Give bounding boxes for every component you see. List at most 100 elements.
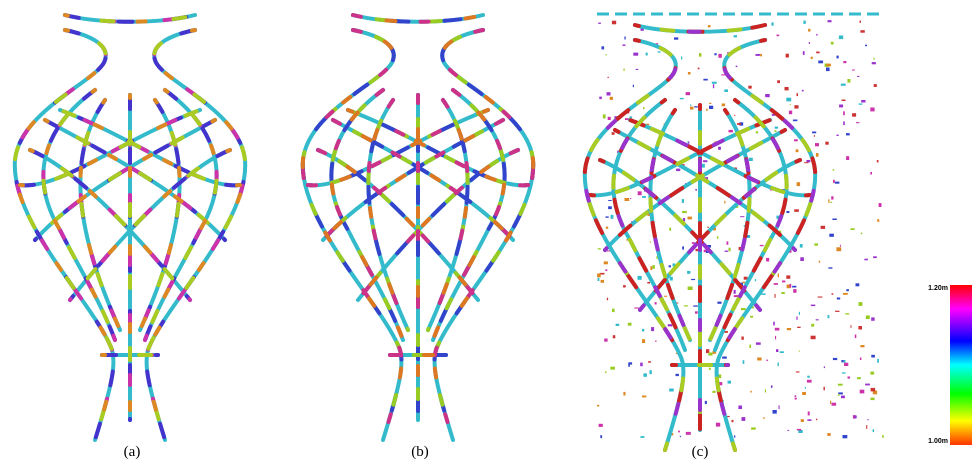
- noise-speck: [734, 115, 735, 116]
- noise-speck: [633, 85, 634, 87]
- noise-speck: [676, 169, 680, 172]
- noise-speck: [682, 246, 684, 249]
- noise-speck: [846, 289, 849, 291]
- noise-speck: [830, 401, 831, 404]
- noise-speck: [816, 153, 819, 157]
- noise-speck: [648, 361, 651, 363]
- noise-speck: [600, 435, 602, 438]
- noise-speck: [669, 389, 674, 392]
- noise-speck: [606, 216, 609, 217]
- noise-speck: [670, 277, 673, 281]
- noise-speck: [773, 322, 775, 326]
- noise-speck: [807, 380, 812, 383]
- noise-speck: [717, 236, 719, 239]
- noise-speck: [714, 53, 716, 55]
- noise-speck: [781, 292, 784, 294]
- noise-speck: [818, 61, 823, 64]
- noise-speck: [860, 30, 864, 33]
- noise-speck: [740, 216, 744, 217]
- noise-speck: [658, 51, 661, 52]
- noise-speck: [837, 298, 840, 300]
- noise-speck: [790, 284, 792, 288]
- noise-speck: [802, 392, 806, 395]
- noise-speck: [794, 105, 798, 108]
- noise-speck: [861, 233, 863, 235]
- noise-speck: [831, 42, 834, 45]
- noise-speck: [874, 84, 877, 87]
- noise-speck: [643, 373, 647, 376]
- noise-speck: [779, 405, 780, 409]
- noise-speck: [725, 251, 729, 252]
- noise-speck: [798, 430, 802, 433]
- noise-speck: [858, 326, 862, 330]
- noise-speck: [608, 200, 611, 201]
- noise-speck: [634, 308, 639, 309]
- colorbar: 1.20m 1.00m: [928, 285, 972, 445]
- noise-speck: [844, 363, 848, 366]
- noise-speck: [703, 79, 707, 81]
- noise-speck: [741, 337, 743, 340]
- noise-speck: [835, 182, 840, 184]
- noise-speck: [717, 302, 721, 304]
- noise-speck: [814, 135, 815, 137]
- noise-speck: [804, 162, 808, 163]
- noise-speck: [612, 21, 616, 25]
- noise-speck: [669, 228, 671, 231]
- noise-speck: [775, 328, 780, 331]
- noise-speck: [690, 107, 693, 110]
- noise-speck: [839, 36, 843, 40]
- noise-speck: [838, 384, 843, 386]
- noise-speck: [734, 290, 736, 294]
- noise-speck: [756, 131, 758, 133]
- noise-speck: [602, 46, 605, 49]
- noise-speck: [771, 386, 772, 387]
- noise-speck: [633, 53, 638, 56]
- noise-speck: [718, 54, 721, 58]
- noise-speck: [749, 158, 753, 161]
- noise-speck: [642, 196, 646, 198]
- noise-speck: [682, 211, 687, 213]
- noise-speck: [668, 324, 673, 326]
- noise-speck: [599, 97, 602, 100]
- colorbar-bottom-label: 1.00m: [928, 438, 948, 445]
- noise-speck: [797, 93, 799, 96]
- noise-speck: [786, 211, 789, 213]
- noise-speck: [871, 388, 876, 392]
- noise-speck: [837, 56, 839, 59]
- noise-speck: [860, 358, 862, 361]
- noise-speck: [825, 142, 828, 145]
- noise-speck: [877, 219, 879, 222]
- noise-speck: [610, 367, 615, 370]
- noise-speck: [818, 297, 823, 298]
- noise-speck: [640, 363, 643, 367]
- noise-speck: [832, 403, 837, 406]
- noise-speck: [843, 61, 846, 63]
- noise-speck: [760, 54, 762, 56]
- noise-speck: [625, 198, 630, 201]
- noise-speck: [680, 436, 681, 437]
- noise-speck: [694, 106, 698, 107]
- noise-speck: [682, 199, 684, 203]
- noise-speck: [870, 372, 874, 375]
- noise-speck: [773, 410, 777, 414]
- colorbar-top-label: 1.20m: [928, 285, 948, 292]
- noise-speck: [851, 228, 855, 230]
- noise-speck: [688, 287, 693, 291]
- noise-speck: [610, 97, 613, 100]
- figure: (a) (b) (c) 1.20m 1.00m: [0, 0, 973, 466]
- noise-speck: [777, 35, 780, 37]
- noise-speck: [797, 327, 800, 328]
- noise-speck: [608, 117, 611, 120]
- noise-speck: [829, 234, 834, 237]
- noise-speck: [846, 133, 850, 135]
- noise-speck: [695, 311, 698, 313]
- noise-speck: [796, 316, 797, 319]
- noise-speck: [655, 302, 657, 304]
- noise-speck: [650, 266, 652, 270]
- panel-b: (b): [303, 15, 533, 460]
- noise-speck: [816, 419, 817, 421]
- noise-speck: [828, 315, 830, 318]
- noise-speck: [607, 92, 611, 95]
- noise-speck: [811, 57, 813, 59]
- noise-speck: [622, 45, 625, 46]
